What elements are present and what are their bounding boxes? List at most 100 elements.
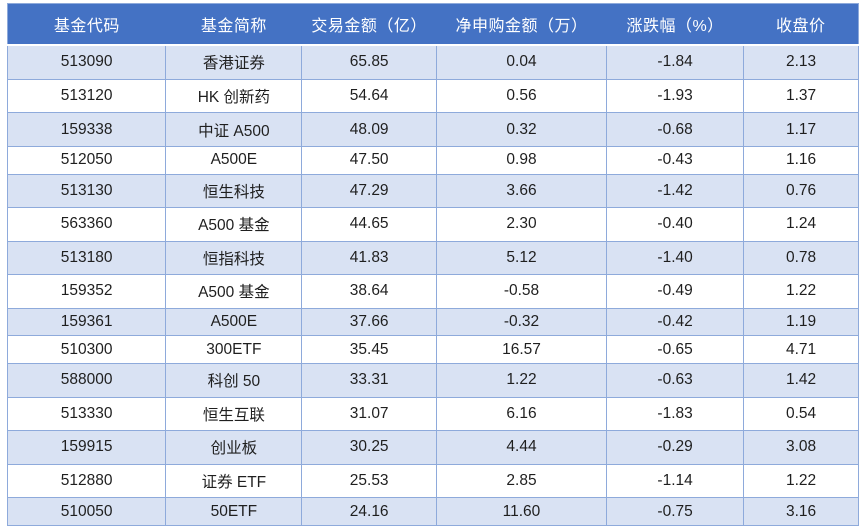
cell-amount: 54.64 bbox=[301, 78, 437, 114]
cell-change: -1.14 bbox=[606, 463, 745, 499]
cell-net: 5.12 bbox=[435, 240, 608, 276]
cell-name: 300ETF bbox=[165, 335, 303, 365]
cell-amount: 44.65 bbox=[301, 207, 437, 242]
cell-net: 11.60 bbox=[435, 497, 608, 526]
cell-name: 香港证券 bbox=[165, 44, 303, 80]
cell-name: A500E bbox=[165, 145, 303, 175]
cell-net: 6.16 bbox=[435, 396, 608, 432]
cell-name: HK 创新药 bbox=[165, 78, 303, 114]
column-header-fund-code: 基金代码 bbox=[7, 3, 166, 46]
cell-amount: 47.29 bbox=[301, 173, 437, 209]
table-row: 513120 HK 创新药 54.64 0.56 -1.93 1.37 bbox=[6, 78, 859, 114]
cell-code: 159338 bbox=[6, 112, 167, 147]
cell-net: 0.32 bbox=[435, 112, 608, 147]
cell-amount: 35.45 bbox=[301, 335, 437, 365]
cell-net: 3.66 bbox=[435, 173, 608, 209]
table-row: 159915 创业板 30.25 4.44 -0.29 3.08 bbox=[6, 430, 859, 465]
table-row: 159352 A500 基金 38.64 -0.58 -0.49 1.22 bbox=[6, 274, 859, 309]
table-row: 510050 50ETF 24.16 11.60 -0.75 3.16 bbox=[6, 497, 859, 526]
table-row: 512880 证券 ETF 25.53 2.85 -1.14 1.22 bbox=[6, 463, 859, 499]
cell-change: -1.84 bbox=[606, 44, 745, 80]
cell-code: 510300 bbox=[6, 335, 167, 365]
column-header-net-subscription: 净申购金额（万） bbox=[436, 3, 607, 46]
cell-change: -0.43 bbox=[606, 145, 745, 175]
cell-code: 563360 bbox=[6, 207, 167, 242]
table-row: 563360 A500 基金 44.65 2.30 -0.40 1.24 bbox=[6, 207, 859, 242]
cell-amount: 25.53 bbox=[301, 463, 437, 499]
cell-close: 1.22 bbox=[743, 274, 859, 309]
cell-code: 159352 bbox=[6, 274, 167, 309]
cell-code: 510050 bbox=[6, 497, 167, 526]
table-row: 588000 科创 50 33.31 1.22 -0.63 1.42 bbox=[6, 363, 859, 398]
cell-close: 0.78 bbox=[743, 240, 859, 276]
cell-net: 2.85 bbox=[435, 463, 608, 499]
cell-change: -0.68 bbox=[606, 112, 745, 147]
cell-net: 4.44 bbox=[435, 430, 608, 465]
cell-amount: 65.85 bbox=[301, 44, 437, 80]
cell-code: 513130 bbox=[6, 173, 167, 209]
cell-net: 2.30 bbox=[435, 207, 608, 242]
cell-amount: 33.31 bbox=[301, 363, 437, 398]
cell-amount: 24.16 bbox=[301, 497, 437, 526]
cell-name: 恒生互联 bbox=[165, 396, 303, 432]
column-header-change-percent: 涨跌幅（%） bbox=[606, 3, 744, 46]
cell-amount: 47.50 bbox=[301, 145, 437, 175]
cell-amount: 30.25 bbox=[301, 430, 437, 465]
cell-name: 中证 A500 bbox=[165, 112, 303, 147]
cell-name: A500E bbox=[165, 307, 303, 337]
cell-code: 159915 bbox=[6, 430, 167, 465]
cell-code: 512050 bbox=[6, 145, 167, 175]
cell-code: 512880 bbox=[6, 463, 167, 499]
cell-close: 1.42 bbox=[743, 363, 859, 398]
cell-name: 50ETF bbox=[165, 497, 303, 526]
cell-code: 513330 bbox=[6, 396, 167, 432]
cell-close: 2.13 bbox=[743, 44, 859, 80]
cell-change: -0.63 bbox=[606, 363, 745, 398]
cell-change: -0.40 bbox=[606, 207, 745, 242]
cell-close: 0.76 bbox=[743, 173, 859, 209]
table-row: 510300 300ETF 35.45 16.57 -0.65 4.71 bbox=[6, 335, 859, 365]
cell-name: 科创 50 bbox=[165, 363, 303, 398]
cell-amount: 48.09 bbox=[301, 112, 437, 147]
cell-close: 0.54 bbox=[743, 396, 859, 432]
cell-net: 0.98 bbox=[435, 145, 608, 175]
cell-net: 1.22 bbox=[435, 363, 608, 398]
cell-change: -1.93 bbox=[606, 78, 745, 114]
cell-net: -0.32 bbox=[435, 307, 608, 337]
table-row: 513180 恒指科技 41.83 5.12 -1.40 0.78 bbox=[6, 240, 859, 276]
cell-net: -0.58 bbox=[435, 274, 608, 309]
cell-net: 0.04 bbox=[435, 44, 608, 80]
cell-close: 1.24 bbox=[743, 207, 859, 242]
table-body: 513090 香港证券 65.85 0.04 -1.84 2.13 513120 HK 创新药… bbox=[6, 44, 859, 526]
cell-name: A500 基金 bbox=[165, 274, 303, 309]
cell-code: 513180 bbox=[6, 240, 167, 276]
cell-name: 证券 ETF bbox=[165, 463, 303, 499]
cell-name: A500 基金 bbox=[165, 207, 303, 242]
cell-name: 恒生科技 bbox=[165, 173, 303, 209]
cell-code: 513120 bbox=[6, 78, 167, 114]
cell-net: 16.57 bbox=[435, 335, 608, 365]
table-row: 512050 A500E 47.50 0.98 -0.43 1.16 bbox=[6, 145, 859, 175]
cell-amount: 31.07 bbox=[301, 396, 437, 432]
cell-change: -1.42 bbox=[606, 173, 745, 209]
table-row: 159338 中证 A500 48.09 0.32 -0.68 1.17 bbox=[6, 112, 859, 147]
cell-close: 1.17 bbox=[743, 112, 859, 147]
cell-change: -0.65 bbox=[606, 335, 745, 365]
table-row: 159361 A500E 37.66 -0.32 -0.42 1.19 bbox=[6, 307, 859, 337]
column-header-close-price: 收盘价 bbox=[743, 3, 859, 46]
cell-close: 3.16 bbox=[743, 497, 859, 526]
cell-code: 588000 bbox=[6, 363, 167, 398]
cell-change: -1.83 bbox=[606, 396, 745, 432]
cell-amount: 37.66 bbox=[301, 307, 437, 337]
cell-amount: 41.83 bbox=[301, 240, 437, 276]
cell-amount: 38.64 bbox=[301, 274, 437, 309]
cell-name: 创业板 bbox=[165, 430, 303, 465]
cell-change: -1.40 bbox=[606, 240, 745, 276]
column-header-fund-name: 基金简称 bbox=[165, 3, 302, 46]
cell-code: 513090 bbox=[6, 44, 167, 80]
cell-close: 1.16 bbox=[743, 145, 859, 175]
cell-name: 恒指科技 bbox=[165, 240, 303, 276]
cell-change: -0.75 bbox=[606, 497, 745, 526]
column-header-trade-amount: 交易金额（亿） bbox=[301, 3, 437, 46]
